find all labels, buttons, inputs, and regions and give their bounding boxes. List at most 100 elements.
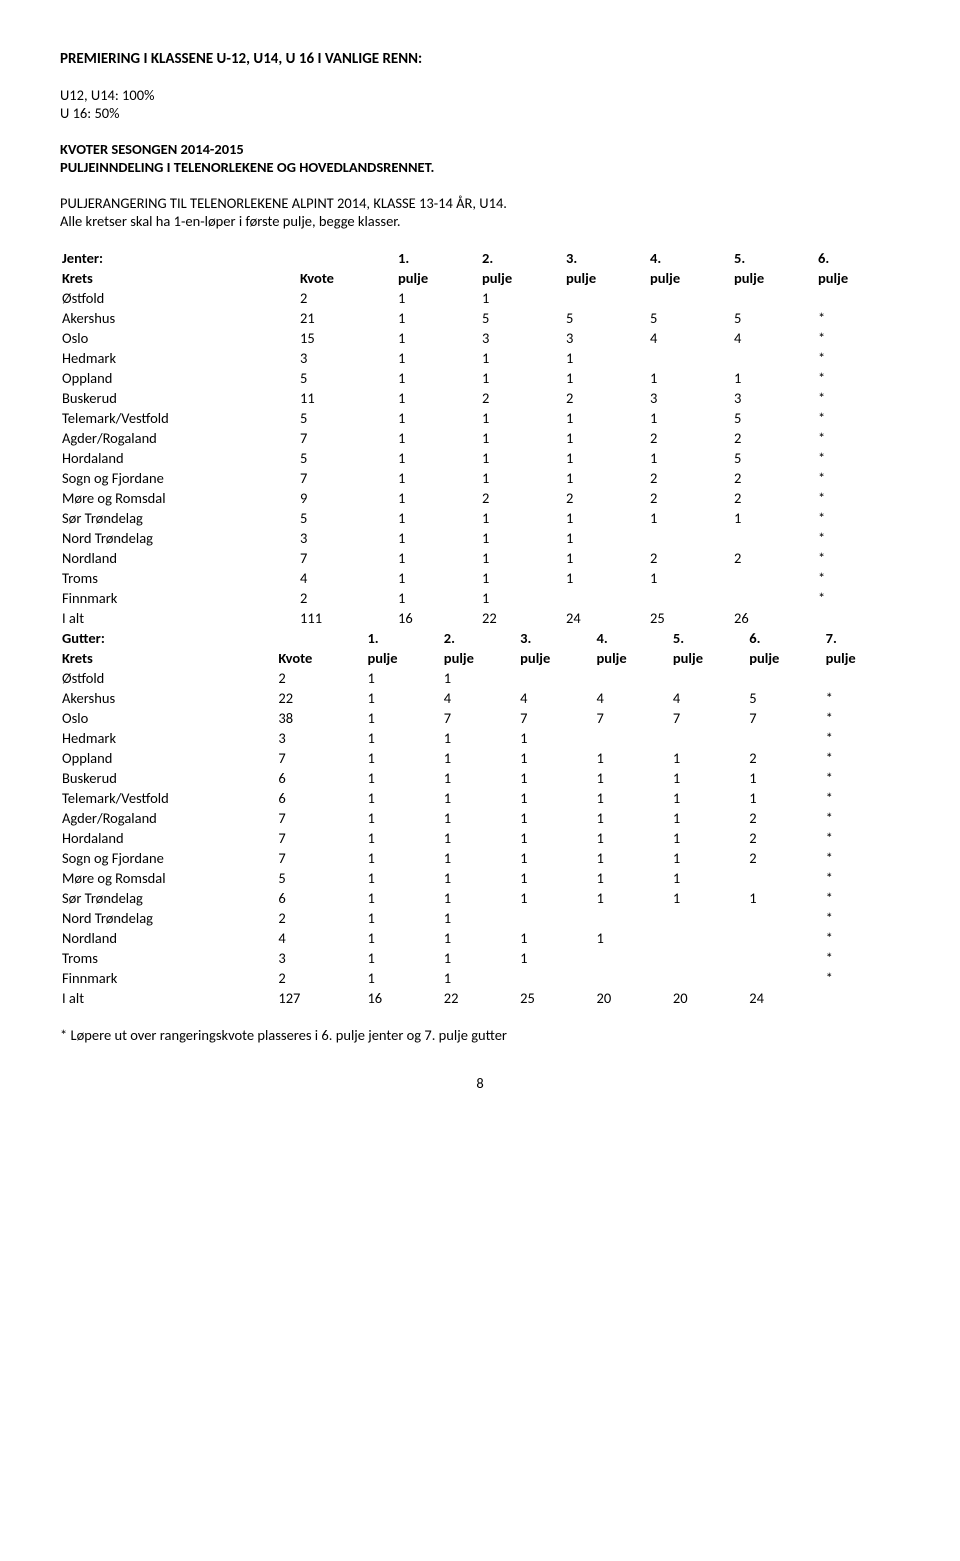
table-cell xyxy=(747,908,823,928)
table-cell xyxy=(564,588,648,608)
table-row: Telemark/Vestfold6111111* xyxy=(60,788,900,808)
table-cell: * xyxy=(824,728,900,748)
table-cell: 1 xyxy=(518,948,594,968)
table-cell: 16 xyxy=(365,988,441,1008)
table-cell: Sør Trøndelag xyxy=(60,508,298,528)
table-cell: * xyxy=(824,788,900,808)
table-cell: 6 xyxy=(276,788,365,808)
table-cell: 1 xyxy=(518,728,594,748)
table-row: Oppland7111112* xyxy=(60,748,900,768)
table-cell xyxy=(671,908,747,928)
header-top-cell: 1. xyxy=(396,248,480,268)
table-row: Finnmark211* xyxy=(60,968,900,988)
table-cell: 1 xyxy=(564,448,648,468)
table-cell: Agder/Rogaland xyxy=(60,808,276,828)
table-cell: 1 xyxy=(518,788,594,808)
table-cell: 4 xyxy=(442,688,518,708)
table-cell xyxy=(732,528,816,548)
table-cell: * xyxy=(816,448,900,468)
table-cell: 1 xyxy=(595,808,671,828)
table-cell: * xyxy=(816,348,900,368)
header-top-cell xyxy=(298,248,396,268)
table-cell: * xyxy=(824,748,900,768)
table-cell: 4 xyxy=(298,568,396,588)
table-cell: * xyxy=(824,908,900,928)
table-cell: 1 xyxy=(480,368,564,388)
table-cell: Oslo xyxy=(60,708,276,728)
table-cell: 1 xyxy=(564,428,648,448)
table-cell xyxy=(816,608,900,628)
page-title: PREMIERING I KLASSENE U-12, U14, U 16 I … xyxy=(60,50,900,68)
table-row: Hordaland511115* xyxy=(60,448,900,468)
table-cell: * xyxy=(816,488,900,508)
table-cell: 2 xyxy=(648,468,732,488)
table-cell: 4 xyxy=(671,688,747,708)
table-cell: 1 xyxy=(518,768,594,788)
table-cell: * xyxy=(824,888,900,908)
table-row: Nordland41111* xyxy=(60,928,900,948)
table-cell: 1 xyxy=(396,288,480,308)
table-cell: Hedmark xyxy=(60,728,276,748)
table-cell: 1 xyxy=(442,728,518,748)
table-cell: Finnmark xyxy=(60,588,298,608)
header-bot-cell: Kvote xyxy=(276,648,365,668)
table-cell: 20 xyxy=(671,988,747,1008)
table-cell: 1 xyxy=(396,348,480,368)
table-cell: Telemark/Vestfold xyxy=(60,788,276,808)
header-bot-cell: pulje xyxy=(396,268,480,288)
header-top-cell xyxy=(276,628,365,648)
table-cell xyxy=(518,668,594,688)
table-cell: 7 xyxy=(298,428,396,448)
table-cell: * xyxy=(816,568,900,588)
table-cell: 1 xyxy=(518,808,594,828)
table-cell: 1 xyxy=(564,528,648,548)
table-cell: 1 xyxy=(442,848,518,868)
table-row: Troms41111* xyxy=(60,568,900,588)
table-cell: 1 xyxy=(595,788,671,808)
table-cell: I alt xyxy=(60,608,298,628)
table-cell xyxy=(671,968,747,988)
table-cell: 1 xyxy=(480,428,564,448)
table-cell: 7 xyxy=(442,708,518,728)
table-cell: 7 xyxy=(276,808,365,828)
table-cell: 1 xyxy=(747,888,823,908)
table-cell xyxy=(732,288,816,308)
table-cell: 2 xyxy=(298,288,396,308)
table-cell xyxy=(648,348,732,368)
table-cell: 1 xyxy=(564,368,648,388)
table-cell: * xyxy=(816,428,900,448)
table-cell: 1 xyxy=(396,408,480,428)
table-cell: Agder/Rogaland xyxy=(60,428,298,448)
table-cell: 1 xyxy=(442,948,518,968)
table-cell xyxy=(648,588,732,608)
table-cell: 7 xyxy=(276,748,365,768)
table-cell xyxy=(595,908,671,928)
table-cell: 1 xyxy=(732,368,816,388)
table-cell: * xyxy=(816,308,900,328)
table-cell: 1 xyxy=(365,688,441,708)
intro-line-2: Alle kretser skal ha 1-en-løper i første… xyxy=(60,212,900,230)
table-cell: 22 xyxy=(442,988,518,1008)
table-row: Akershus22144445* xyxy=(60,688,900,708)
header-top-cell: 2. xyxy=(480,248,564,268)
sub-heading-2: PULJEINNDELING I TELENORLEKENE OG HOVEDL… xyxy=(60,158,900,176)
table-cell: 1 xyxy=(442,668,518,688)
table-row: Sogn og Fjordane7111112* xyxy=(60,848,900,868)
table-cell: * xyxy=(824,688,900,708)
table-cell: 1 xyxy=(396,388,480,408)
table-cell: * xyxy=(824,768,900,788)
table-cell xyxy=(595,968,671,988)
table-cell: 1 xyxy=(365,888,441,908)
table-cell: 4 xyxy=(732,328,816,348)
table-cell: * xyxy=(824,808,900,828)
table-cell: 1 xyxy=(442,788,518,808)
jenter-table: Jenter:1.2.3.4.5.6.KretsKvotepuljepuljep… xyxy=(60,248,900,628)
table-cell: 1 xyxy=(396,428,480,448)
table-cell: * xyxy=(816,468,900,488)
table-cell: 1 xyxy=(365,768,441,788)
table-cell: 1 xyxy=(365,968,441,988)
table-cell: Nord Trøndelag xyxy=(60,528,298,548)
table-cell: 1 xyxy=(648,568,732,588)
table-cell: 1 xyxy=(595,828,671,848)
table-cell: 15 xyxy=(298,328,396,348)
